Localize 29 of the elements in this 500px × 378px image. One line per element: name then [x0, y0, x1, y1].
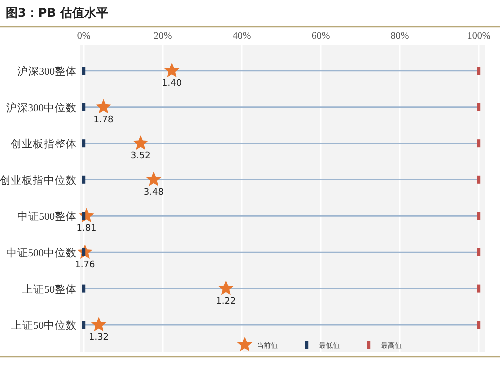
annotation: 1.81: [76, 224, 97, 234]
y-tick-label: 沪深300整体: [17, 65, 77, 78]
annotation: 1.22: [216, 296, 236, 307]
annotation: 1.78: [94, 115, 114, 126]
point: [91, 317, 107, 332]
y-tick-label: 中证500中位数: [6, 246, 77, 260]
x-tick-label: 0%: [77, 31, 91, 42]
annotation: 1.76: [75, 260, 96, 270]
x-tick-label: 60%: [312, 31, 330, 42]
point: [164, 63, 180, 78]
point: [96, 99, 112, 114]
y-tick-label: 创业板指整体: [11, 138, 77, 151]
x-tick-label: 80%: [390, 31, 410, 42]
annotation: 3.48: [144, 188, 164, 198]
x-tick-label: 20%: [154, 31, 172, 42]
y-tick-label: 中证500整体: [17, 210, 77, 224]
y-tick-label: 沪深300中位数: [6, 101, 77, 114]
y-tick-label: 创业板指中位数: [0, 174, 77, 187]
annotation: 1.32: [88, 333, 110, 344]
y-tick-label: 上证50整体: [22, 282, 77, 296]
x-tick-label: 100%: [467, 31, 491, 42]
chart-title: 图3：PB 估值水平: [6, 6, 108, 20]
point: [146, 172, 162, 186]
point: [133, 136, 148, 150]
point: [218, 280, 234, 296]
x-tick-label: 40%: [232, 31, 252, 42]
annotation: 1.40: [162, 79, 182, 89]
y-tick-label: 上证50中位数: [12, 319, 77, 332]
annotation: 3.52: [130, 152, 151, 162]
